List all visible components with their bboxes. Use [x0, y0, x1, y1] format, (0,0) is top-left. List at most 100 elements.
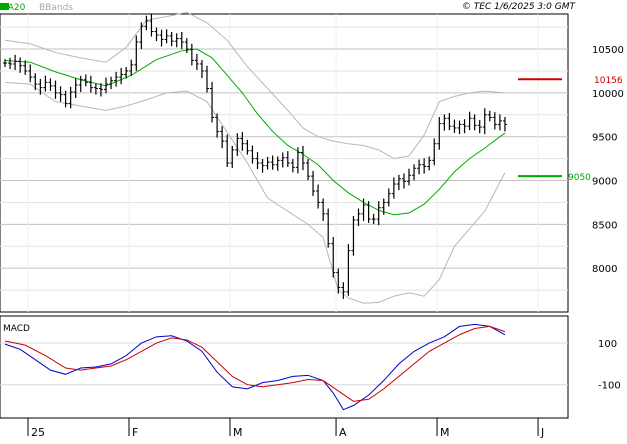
price-bar [98, 83, 103, 97]
price-bar [331, 237, 336, 278]
price-bar [311, 170, 316, 197]
price-panel-frame [0, 13, 569, 313]
price-bar [245, 139, 250, 155]
ma20-legend-swatch [0, 3, 9, 10]
price-grid [0, 13, 569, 313]
price-bar [407, 168, 411, 186]
price-bar [205, 65, 209, 93]
price-bar [482, 108, 487, 135]
price-bar [109, 76, 114, 90]
macd-y-axis: 100 -100 [598, 339, 621, 392]
price-bar [119, 67, 124, 85]
price-bar [467, 111, 472, 131]
macd-y-tick-label: 100 [598, 339, 617, 350]
price-bar [260, 159, 265, 173]
price-bar [93, 83, 98, 95]
price-bar [184, 38, 189, 54]
price-bar [250, 145, 255, 164]
x-tick-label: M [440, 426, 450, 439]
macd-panel-label: MACD [3, 324, 30, 334]
price-bars [3, 14, 507, 299]
price-bar [124, 67, 129, 79]
price-bar [13, 54, 18, 71]
price-bar [462, 119, 467, 134]
support-label: 9050 [568, 173, 591, 183]
price-bar [53, 80, 58, 99]
price-y-tick-label: 8000 [592, 264, 617, 275]
price-bar [432, 138, 437, 166]
price-bar [225, 134, 230, 167]
price-bar [412, 164, 417, 181]
price-bar [442, 114, 447, 131]
price-bar [371, 213, 376, 225]
price-bar [73, 78, 78, 99]
signal-line [4, 325, 506, 402]
x-tick-label: F [132, 426, 138, 439]
price-y-tick-label: 9000 [592, 177, 617, 188]
price-bar [386, 188, 391, 207]
price-bar [285, 151, 290, 167]
price-y-tick-label: 8500 [592, 220, 617, 231]
price-bar [169, 31, 174, 47]
price-bar [341, 282, 346, 299]
price-bar [401, 173, 406, 189]
price-y-tick-label: 9500 [592, 133, 617, 144]
price-bar [497, 114, 502, 131]
price-bar [220, 126, 225, 149]
price-bar [28, 64, 33, 83]
price-y-tick-label: 10000 [592, 89, 624, 100]
price-bar [366, 201, 371, 224]
price-bar [33, 73, 38, 91]
price-bar [391, 177, 396, 199]
price-bar [472, 114, 477, 131]
price-bar [43, 75, 48, 92]
price-bar [502, 116, 507, 132]
price-bar [235, 133, 240, 156]
price-bar [199, 60, 204, 79]
macd-lines [4, 323, 506, 411]
price-bar [447, 113, 452, 131]
price-bar [396, 174, 401, 191]
price-bar [280, 152, 285, 168]
price-bar [63, 90, 68, 108]
price-bar [381, 198, 386, 215]
price-bar [265, 156, 270, 170]
x-tick-label: 25 [31, 426, 45, 439]
price-bar [129, 59, 134, 76]
price-bar [164, 29, 169, 44]
price-bar [477, 120, 482, 134]
price-bar [3, 59, 7, 68]
price-y-axis: 8000 8500 9000 9500 10000 10500 [592, 45, 624, 275]
price-bar [321, 198, 326, 221]
price-bar [8, 57, 13, 69]
price-bar [194, 53, 199, 71]
macd-line [4, 323, 506, 411]
x-tick-label: A [339, 426, 347, 439]
price-bar [290, 159, 295, 173]
price-bar [270, 155, 275, 170]
price-bar [18, 57, 23, 73]
ma20-legend-label: MA20 [0, 3, 26, 13]
price-bar [452, 119, 457, 133]
price-bar [58, 86, 63, 102]
macd-panel-frame [0, 315, 569, 419]
x-axis: 25 F M A M J [0, 14, 568, 439]
x-tick-label: M [233, 426, 243, 439]
price-bar [300, 145, 305, 171]
macd-grid [0, 315, 569, 419]
ma20-line [4, 48, 506, 216]
ma20-polyline [4, 48, 506, 216]
bb-lower-line [4, 81, 506, 304]
price-bar [139, 22, 144, 50]
price-bar [437, 116, 442, 150]
resistance-label: 10156 [594, 76, 623, 86]
price-bar [361, 198, 366, 221]
price-bar [134, 35, 139, 71]
price-bar [215, 113, 220, 138]
copyright-text: © TEC 1/6/2025 3:0 GMT [462, 2, 577, 12]
level-lines: 10156 9050 [518, 76, 623, 183]
price-bar [487, 110, 492, 122]
price-bar [351, 216, 356, 256]
